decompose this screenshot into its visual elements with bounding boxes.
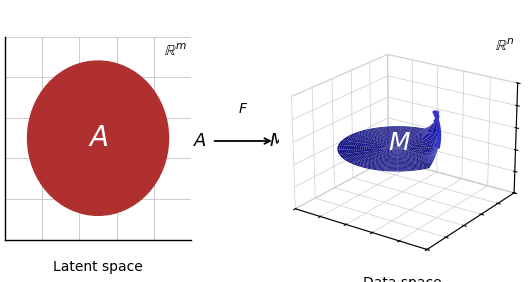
Text: $A$: $A$ [193,132,207,150]
Text: $A$: $A$ [88,125,108,152]
Text: $\mathbb{R}^n$: $\mathbb{R}^n$ [495,38,515,54]
Text: Latent space: Latent space [53,260,143,274]
Text: $M$: $M$ [269,132,286,150]
Text: $F$: $F$ [238,102,249,116]
Text: Data space: Data space [364,276,442,282]
Circle shape [28,61,169,215]
Text: $\mathbb{R}^m$: $\mathbb{R}^m$ [164,43,187,59]
